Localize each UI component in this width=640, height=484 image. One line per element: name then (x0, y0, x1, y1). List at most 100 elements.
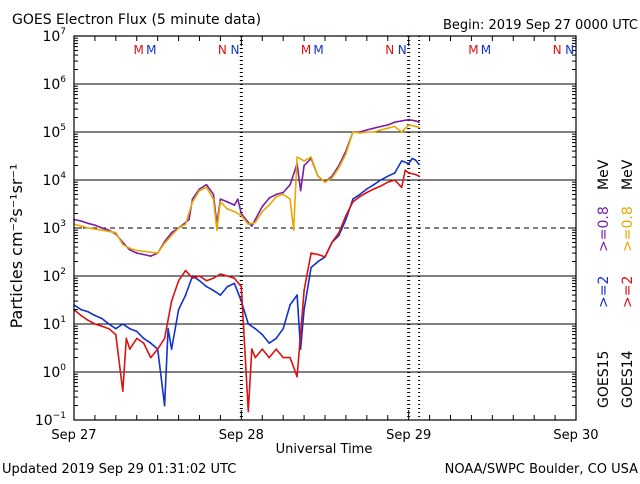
data-point (94, 323, 96, 325)
data-point (380, 129, 382, 131)
data-point (115, 231, 117, 234)
data-point (188, 218, 190, 221)
data-point (373, 188, 375, 190)
data-point (87, 319, 89, 322)
data-point (94, 228, 96, 230)
data-point (247, 410, 250, 413)
data-point (268, 342, 271, 344)
mlt-marker: M (313, 43, 323, 57)
data-point (303, 308, 305, 311)
data-point (205, 186, 208, 189)
data-point (282, 191, 285, 194)
data-point (122, 323, 124, 325)
data-point (418, 175, 420, 177)
data-point (387, 181, 389, 183)
data-point (219, 294, 222, 296)
data-point (359, 195, 361, 198)
data-point (240, 285, 243, 288)
data-point (136, 252, 138, 254)
mlt-marker: M (146, 43, 156, 57)
data-point (198, 189, 201, 192)
data-point (296, 294, 298, 296)
data-point (184, 223, 187, 225)
data-point (414, 125, 417, 128)
data-point (254, 221, 257, 224)
data-point (142, 253, 145, 256)
data-point (129, 348, 131, 350)
legend-satellite: GOES15 (596, 351, 612, 408)
data-point (310, 266, 312, 269)
y-tick-label: 104 (42, 171, 66, 189)
y-axis-label: Particles cm⁻²s⁻¹sr⁻¹ (7, 164, 26, 329)
data-point (212, 198, 215, 200)
data-point (101, 227, 103, 229)
mlt-marker: N (553, 43, 562, 57)
legend-entry: >=2 (596, 276, 612, 308)
data-point (393, 179, 396, 181)
data-point (282, 327, 285, 330)
data-point (108, 323, 110, 325)
legend-satellite: GOES14 (620, 350, 636, 408)
data-point (331, 241, 333, 244)
data-point (254, 356, 257, 359)
data-point (393, 125, 396, 128)
data-point (261, 205, 264, 208)
mlt-marker: N (218, 43, 227, 57)
x-axis-label: Universal Time (276, 442, 373, 457)
y-tick-label: 101 (42, 315, 66, 333)
data-point (219, 198, 222, 200)
x-tick-label: Sep 30 (553, 428, 598, 443)
data-point (418, 121, 420, 123)
data-point (219, 273, 222, 275)
data-point (275, 337, 278, 340)
legend-column-2: GOES14 >=2 >=0.8 MeV (620, 159, 636, 408)
data-point (198, 275, 201, 277)
data-point (177, 279, 180, 282)
y-tick-label: 106 (42, 75, 66, 93)
data-point (251, 348, 253, 350)
data-point (414, 120, 417, 122)
y-tick-label: 103 (42, 219, 66, 237)
data-point (212, 193, 215, 196)
data-point (373, 183, 375, 186)
data-point (247, 323, 250, 325)
y-tick-label: 107 (42, 27, 66, 45)
y-tick-label: 102 (42, 267, 66, 285)
data-point (352, 198, 354, 200)
mlt-marker: M (468, 43, 478, 57)
data-point (136, 330, 138, 333)
data-point (345, 153, 347, 155)
series-line-3 (73, 157, 420, 407)
data-point (205, 285, 208, 288)
data-point (170, 231, 173, 234)
data-point (289, 304, 291, 306)
data-point (380, 179, 382, 181)
data-point (149, 255, 152, 257)
data-point (80, 308, 82, 311)
data-point (275, 195, 278, 198)
data-point (418, 163, 420, 166)
data-point (366, 191, 368, 194)
y-tick-exponent: 5 (60, 123, 66, 133)
data-point (240, 214, 243, 217)
data-point (338, 234, 340, 237)
data-point (87, 227, 89, 229)
data-point (247, 223, 250, 225)
data-point (317, 260, 319, 263)
data-point (296, 375, 298, 378)
y-tick-exponent: −1 (53, 411, 66, 421)
data-point (163, 404, 166, 407)
data-point (400, 131, 403, 133)
data-point (87, 222, 89, 225)
data-point (115, 327, 117, 330)
data-point (251, 225, 253, 227)
data-point (310, 252, 312, 254)
x-tick-label: Sep 28 (219, 428, 264, 443)
legend-column-1: GOES15 >=2 >=0.8 MeV (596, 159, 612, 408)
data-point (261, 333, 264, 336)
data-point (387, 124, 389, 126)
data-point (122, 243, 124, 246)
data-point (80, 220, 82, 222)
data-point (115, 333, 117, 336)
